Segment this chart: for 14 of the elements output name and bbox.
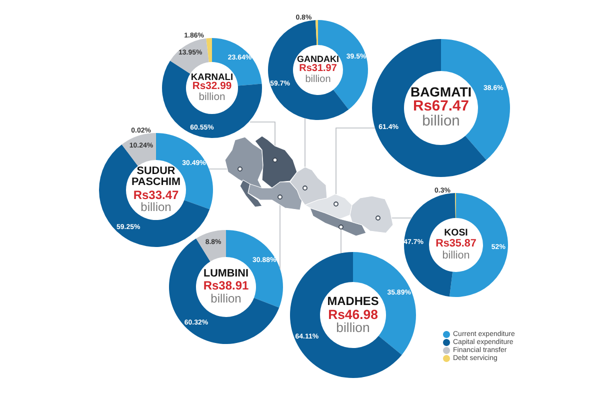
text: Rs32.99 billion	[191, 81, 233, 104]
text: Rs31.97 billion	[298, 63, 338, 86]
slice-label: GANDAKI	[296, 54, 340, 64]
slice-label: SUDUR PASCHIM	[130, 165, 182, 189]
text: Rs35.87 billion	[434, 238, 478, 262]
text: Rs46.98 billion	[327, 306, 379, 336]
slice-label: BAGMATI	[409, 84, 473, 100]
slice-label: LUMBINI	[202, 268, 250, 280]
text: Rs33.47 billion	[132, 188, 180, 214]
text: Rs38.91 billion	[202, 279, 250, 306]
text: Rs67.47 billion	[412, 98, 470, 131]
slice-label: MADHES	[326, 294, 380, 308]
slice-label: KARNALI	[190, 71, 234, 82]
slice-label: KOSI	[443, 228, 469, 239]
